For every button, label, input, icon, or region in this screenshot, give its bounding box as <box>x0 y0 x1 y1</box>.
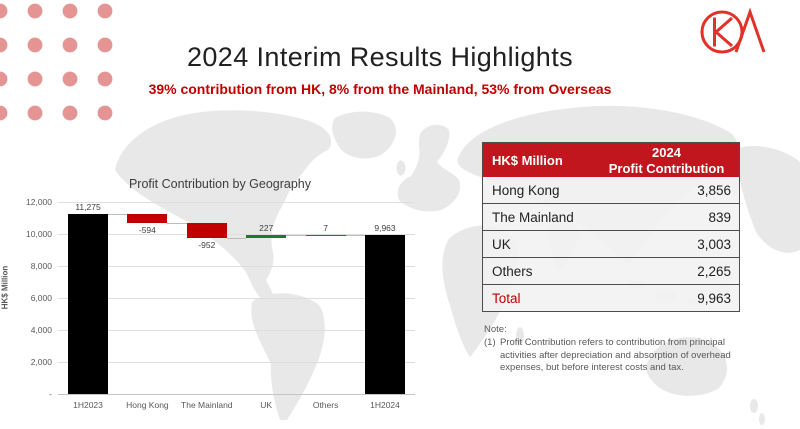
row-value: 3,856 <box>697 182 731 198</box>
table-row: Hong Kong 3,856 <box>482 177 740 204</box>
gridline <box>58 330 415 331</box>
x-axis-label: 1H2024 <box>370 400 400 410</box>
table-row: UK 3,003 <box>482 231 740 258</box>
x-axis-label: UK <box>260 400 273 410</box>
footnote-items: (1) Profit Contribution refers to contrib… <box>484 337 752 374</box>
bar-value-label: 9,963 <box>374 222 396 233</box>
waterfall-chart: Profit Contribution by Geography HK$ Mil… <box>0 170 465 429</box>
bar-others <box>305 234 346 236</box>
page-subtitle: 39% contribution from HK, 8% from the Ma… <box>148 81 612 97</box>
gridline <box>58 266 415 267</box>
connector-line <box>345 234 365 236</box>
row-label: Others <box>492 263 533 279</box>
bar-value-label: 7 <box>323 222 328 233</box>
y-tick-label: - <box>49 389 52 399</box>
table-row: Total 9,963 <box>482 285 740 312</box>
y-axis-title: HK$ Million <box>0 265 10 310</box>
bar-value-label: -952 <box>198 239 216 250</box>
gridline <box>58 202 415 203</box>
bar-uk <box>246 234 287 239</box>
dot-pattern-decoration <box>0 0 121 128</box>
row-label: UK <box>492 236 511 252</box>
y-tick-label: 8,000 <box>30 261 52 271</box>
gridline <box>58 298 415 299</box>
chart-title: Profit Contribution by Geography <box>128 177 312 191</box>
connector-line <box>286 234 306 236</box>
table-row: Others 2,265 <box>482 258 740 285</box>
note-item-number: (1) <box>484 337 496 349</box>
footnote: Note: (1) Profit Contribution refers to c… <box>484 324 752 374</box>
table-header-year: 2024 <box>652 145 681 160</box>
note-item: (1) Profit Contribution refers to contrib… <box>484 337 752 374</box>
bar-1h2024 <box>365 234 405 394</box>
table-header-value-col: 2024 Profit Contribution <box>594 143 739 177</box>
bar-value-label: -594 <box>138 224 156 235</box>
row-value: 3,003 <box>697 236 731 252</box>
y-tick-label: 6,000 <box>30 293 52 303</box>
row-value: 9,963 <box>697 290 731 306</box>
row-label: Total <box>492 290 521 306</box>
profit-table: HK$ Million 2024 Profit Contribution Hon… <box>482 142 740 312</box>
table-header-unit: HK$ Million <box>492 152 563 168</box>
bar-hong-kong <box>127 213 168 224</box>
y-tick-label: 4,000 <box>30 325 52 335</box>
gridline <box>58 362 415 363</box>
y-tick-label: 2,000 <box>30 357 52 367</box>
x-axis-label: Hong Kong <box>126 400 169 410</box>
logo-a <box>734 7 766 53</box>
cka-logo <box>700 7 766 54</box>
bar-the-mainland <box>186 223 227 239</box>
table-header-row: HK$ Million 2024 Profit Contribution <box>482 142 740 177</box>
row-value: 839 <box>708 209 731 225</box>
table-body: Hong Kong 3,856 The Mainland 839 UK 3,003 Othe… <box>482 177 740 312</box>
connector-line <box>167 223 187 225</box>
footnote-title: Note: <box>484 324 507 335</box>
connector-line <box>108 213 128 215</box>
table-header-metric: Profit Contribution <box>608 160 725 176</box>
row-value: 2,265 <box>697 263 731 279</box>
gridline <box>58 234 415 235</box>
x-axis-label: 1H2023 <box>73 400 103 410</box>
x-axis-label: Others <box>312 400 339 410</box>
bar-1h2023 <box>68 213 108 394</box>
connector-line <box>226 238 247 240</box>
logo-k-arms <box>713 16 733 48</box>
y-tick-label: 12,000 <box>26 197 52 207</box>
bar-value-label: 227 <box>259 222 274 233</box>
row-label: Hong Kong <box>492 182 560 198</box>
page-title: 2024 Interim Results Highlights <box>186 42 574 72</box>
bar-value-label: 11,275 <box>75 201 101 212</box>
x-axis-line <box>58 394 415 395</box>
x-axis-label: The Mainland <box>181 400 233 410</box>
row-label: The Mainland <box>492 209 574 225</box>
y-tick-label: 10,000 <box>26 229 52 239</box>
note-item-text: Profit Contribution refers to contributi… <box>500 337 731 374</box>
table-row: The Mainland 839 <box>482 204 740 231</box>
